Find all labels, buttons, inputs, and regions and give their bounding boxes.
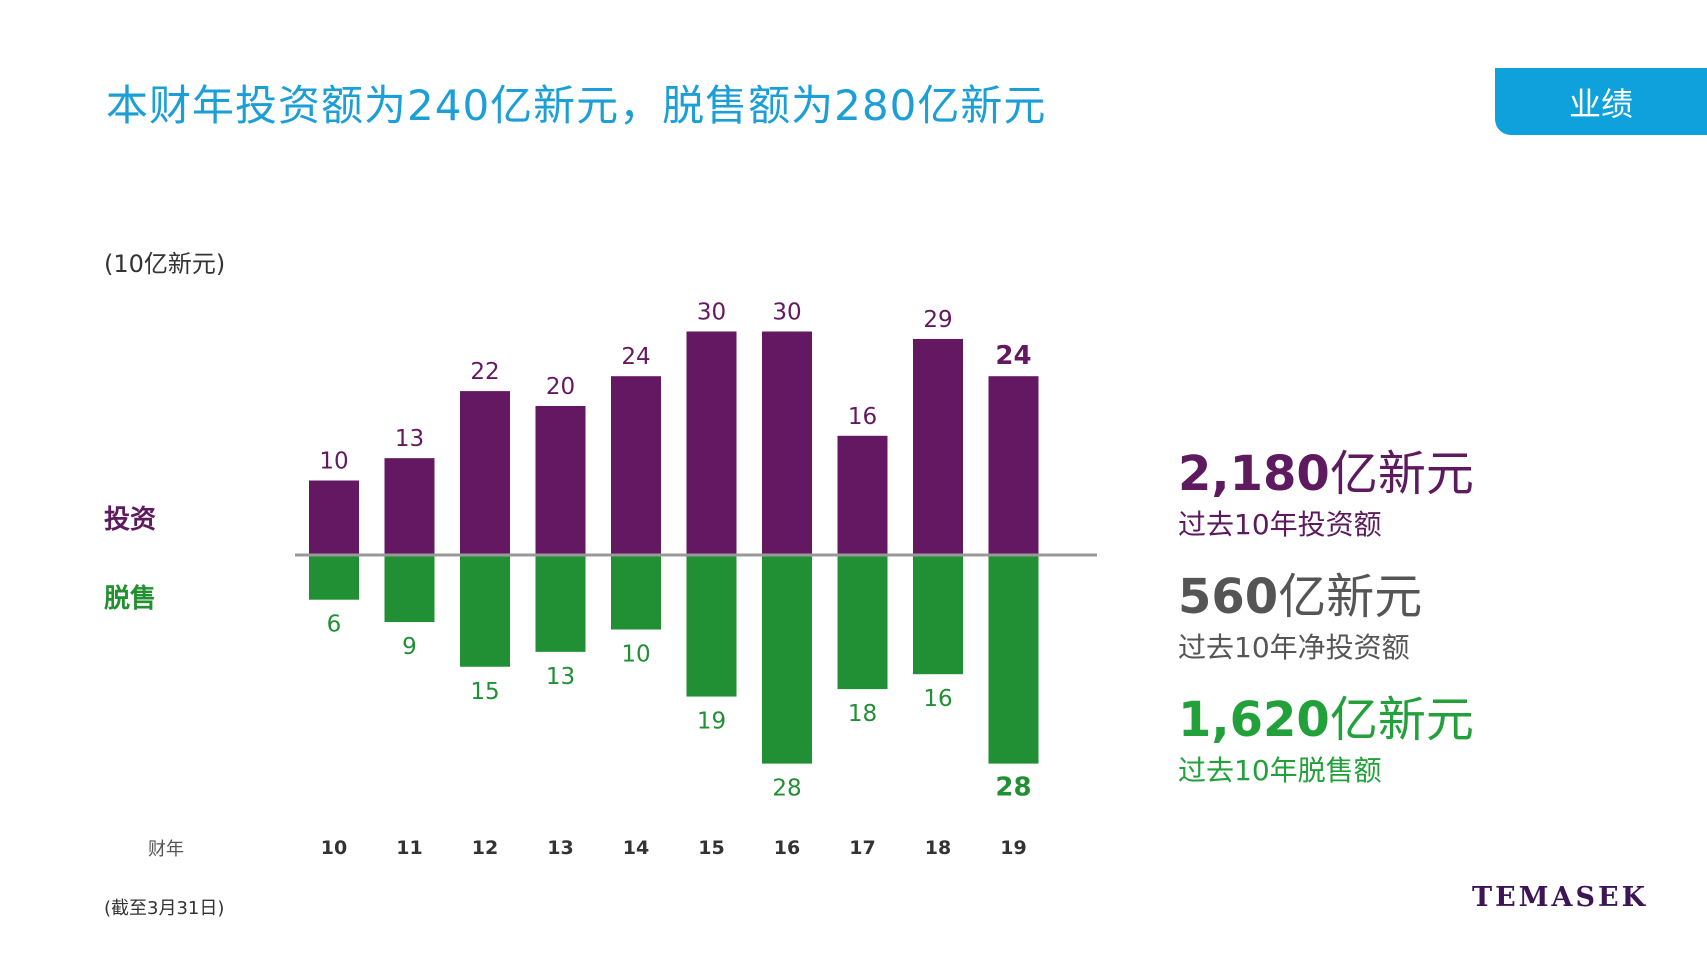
stat-total-divestment: 1,620亿新元 过去10年脱售额 <box>1178 694 1474 789</box>
investment-label: 投资 <box>104 505 157 535</box>
stat-unit: 亿新元 <box>1278 569 1423 625</box>
divestment-bar <box>309 555 359 600</box>
x-tick-label: 11 <box>396 837 422 859</box>
divestment-bar <box>988 555 1039 764</box>
x-tick-label: 14 <box>623 837 649 859</box>
divestment-value-label: 15 <box>470 679 499 705</box>
stat-value: 2,180 <box>1178 446 1330 502</box>
x-tick-label: 10 <box>321 837 347 859</box>
divestment-value-label: 28 <box>995 773 1031 803</box>
section-tab[interactable]: 业绩 <box>1495 68 1707 135</box>
stat-total-investment: 2,180亿新元 过去10年投资额 <box>1178 448 1474 543</box>
x-tick-label: 16 <box>774 837 800 859</box>
investment-value-label: 29 <box>923 307 952 333</box>
section-tab-label: 业绩 <box>1568 84 1633 123</box>
investment-bar <box>309 480 359 555</box>
divestment-value-label: 19 <box>697 709 726 735</box>
x-tick-label: 18 <box>925 837 951 859</box>
x-tick-label: 12 <box>472 837 498 859</box>
stat-value: 560 <box>1178 569 1279 625</box>
divestment-bar <box>913 555 963 675</box>
investment-bar <box>988 376 1039 555</box>
divestment-value-label: 10 <box>621 642 650 668</box>
investment-value-label: 20 <box>546 374 575 400</box>
stat-value: 1,620 <box>1178 692 1330 748</box>
divestment-bar <box>384 555 435 623</box>
investment-value-label: 24 <box>621 344 650 370</box>
investment-bar <box>384 458 435 555</box>
investment-value-label: 16 <box>848 404 877 430</box>
x-tick-label: 19 <box>1000 837 1026 859</box>
investment-bar <box>611 376 661 555</box>
x-tick-label: 15 <box>698 837 724 859</box>
divestment-value-label: 13 <box>546 664 575 690</box>
investment-bar <box>460 391 510 555</box>
investment-bar <box>762 331 812 555</box>
divestment-value-label: 28 <box>772 776 801 802</box>
page-title: 本财年投资额为240亿新元，脱售额为280亿新元 <box>106 81 1047 130</box>
divestment-bar <box>460 555 510 667</box>
divestment-value-label: 18 <box>848 701 877 727</box>
investment-value-label: 24 <box>995 341 1031 371</box>
divestment-bar <box>686 555 737 697</box>
investment-value-label: 30 <box>697 300 726 326</box>
investment-value-label: 22 <box>470 359 499 385</box>
divestment-bar <box>611 555 661 630</box>
stat-caption: 过去10年净投资额 <box>1178 630 1410 664</box>
unit-label: (10亿新元) <box>104 250 226 278</box>
investment-value-label: 10 <box>319 449 348 475</box>
investment-value-label: 30 <box>772 300 801 326</box>
divestment-bar <box>837 555 888 690</box>
investment-bar <box>837 435 888 555</box>
fiscal-year-label: 财年 <box>148 839 184 860</box>
divestment-bar <box>762 555 812 764</box>
x-tick-label: 17 <box>849 837 875 859</box>
stat-net-investment: 560亿新元 过去10年净投资额 <box>1178 571 1422 666</box>
investment-bar <box>686 331 737 555</box>
investment-bar <box>913 338 963 555</box>
stat-unit: 亿新元 <box>1329 446 1474 502</box>
stat-caption: 过去10年脱售额 <box>1178 753 1382 787</box>
divestment-value-label: 16 <box>923 686 952 712</box>
divestment-value-label: 6 <box>327 612 342 638</box>
temasek-logo: TEMASEK <box>1472 882 1649 913</box>
stat-unit: 亿新元 <box>1329 692 1474 748</box>
date-note: (截至3月31日) <box>104 898 225 919</box>
divestment-value-label: 9 <box>402 634 417 660</box>
divestment-bar <box>535 555 586 652</box>
divestment-label: 脱售 <box>104 584 157 614</box>
stat-caption: 过去10年投资额 <box>1178 507 1382 541</box>
investment-bar <box>535 406 586 555</box>
investment-value-label: 13 <box>395 426 424 452</box>
x-tick-label: 13 <box>547 837 573 859</box>
